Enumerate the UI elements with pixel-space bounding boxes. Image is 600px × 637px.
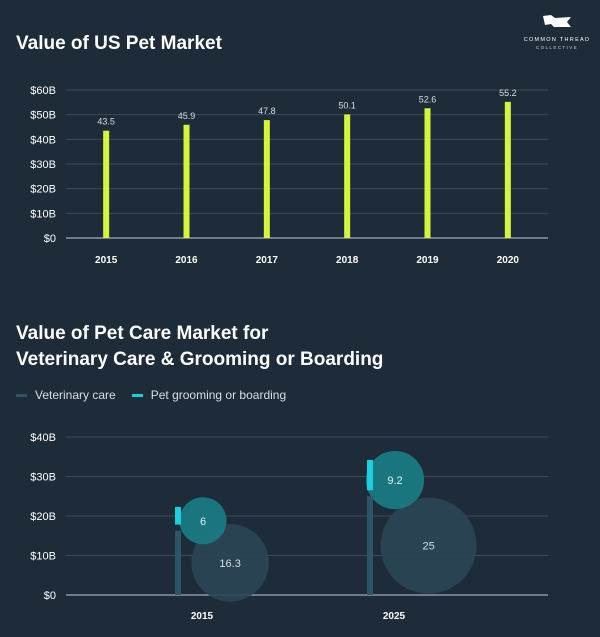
bar-vet	[175, 530, 181, 595]
chart2-title-line2: Veterinary Care & Grooming or Boarding	[16, 349, 384, 370]
x-tick-label: 2017	[256, 255, 279, 266]
brand-name: COMMON THREAD	[523, 37, 591, 43]
y-tick-label: $0	[44, 233, 56, 245]
bar-value-label: 55.2	[499, 88, 517, 98]
bar	[103, 130, 110, 238]
bar-value-label: 50.1	[338, 100, 356, 110]
bubble-vet	[380, 497, 477, 594]
bar-value-label: 47.8	[258, 106, 276, 116]
bar-vet	[367, 496, 373, 595]
y-tick-label: $0	[44, 590, 56, 602]
x-tick-label: 2016	[175, 255, 198, 266]
bubble-value-grooming: 6	[200, 516, 206, 528]
chart2-legend: Veterinary care Pet grooming or boarding	[16, 388, 302, 402]
legend-swatch-groom	[131, 393, 143, 397]
legend-label-groom: Pet grooming or boarding	[150, 388, 287, 402]
legend-swatch-vet	[16, 393, 27, 397]
y-tick-label: $30B	[30, 159, 56, 171]
bubble-grooming	[179, 497, 227, 545]
x-tick-label: 2019	[416, 255, 439, 266]
legend-label-vet: Veterinary care	[35, 388, 116, 402]
y-tick-label: $10B	[30, 551, 56, 563]
bar	[424, 108, 431, 239]
us-pet-market-chart: $0 $10B $20B $30B $40B $50B $60B 43.5 2015 45.9 20…	[30, 85, 548, 266]
y-tick-label: $60B	[30, 85, 56, 97]
x-tick-label: 2015	[95, 255, 118, 266]
chart1-title: Value of US Pet Market	[16, 33, 222, 54]
legend-item-vet: Veterinary care	[16, 388, 116, 402]
y-tick-label: $20B	[30, 511, 56, 523]
brand-logo: COMMON THREAD COLLECTIVE	[522, 14, 592, 50]
bubble-value-vet: 16.3	[219, 558, 240, 570]
bar	[504, 101, 511, 238]
bar-value-label: 43.5	[97, 117, 115, 127]
x-tick-label: 2025	[383, 611, 406, 622]
x-tick-label: 2020	[497, 255, 520, 266]
bar-grooming	[367, 459, 373, 491]
bubble-vet	[191, 524, 269, 602]
pet-care-market-chart: $0 $10B $20B $30B $40B 16.3 6 2015 25 9.2 2025	[30, 432, 548, 622]
bar-value-label: 52.6	[419, 94, 437, 104]
legend-item-groom: Pet grooming or boarding	[131, 388, 287, 402]
y-tick-label: $40B	[30, 134, 56, 146]
y-tick-label: $20B	[30, 184, 56, 196]
y-tick-label: $50B	[30, 110, 56, 122]
flag-icon	[543, 15, 571, 27]
chart2-title-line1: Value of Pet Care Market for	[16, 323, 269, 344]
brand-sub: COLLECTIVE	[535, 45, 578, 50]
bar-grooming	[175, 506, 181, 525]
x-tick-label: 2015	[191, 611, 214, 622]
y-tick-label: $40B	[30, 432, 56, 444]
bar	[344, 114, 351, 238]
y-tick-label: $30B	[30, 472, 56, 484]
x-tick-label: 2018	[336, 255, 359, 266]
bubble-value-grooming: 9.2	[387, 475, 402, 487]
bar	[183, 124, 190, 238]
bar	[263, 120, 270, 238]
y-tick-label: $10B	[30, 208, 56, 220]
bubble-value-vet: 25	[422, 541, 434, 553]
bar-value-label: 45.9	[178, 111, 196, 121]
bubble-grooming	[365, 450, 425, 510]
